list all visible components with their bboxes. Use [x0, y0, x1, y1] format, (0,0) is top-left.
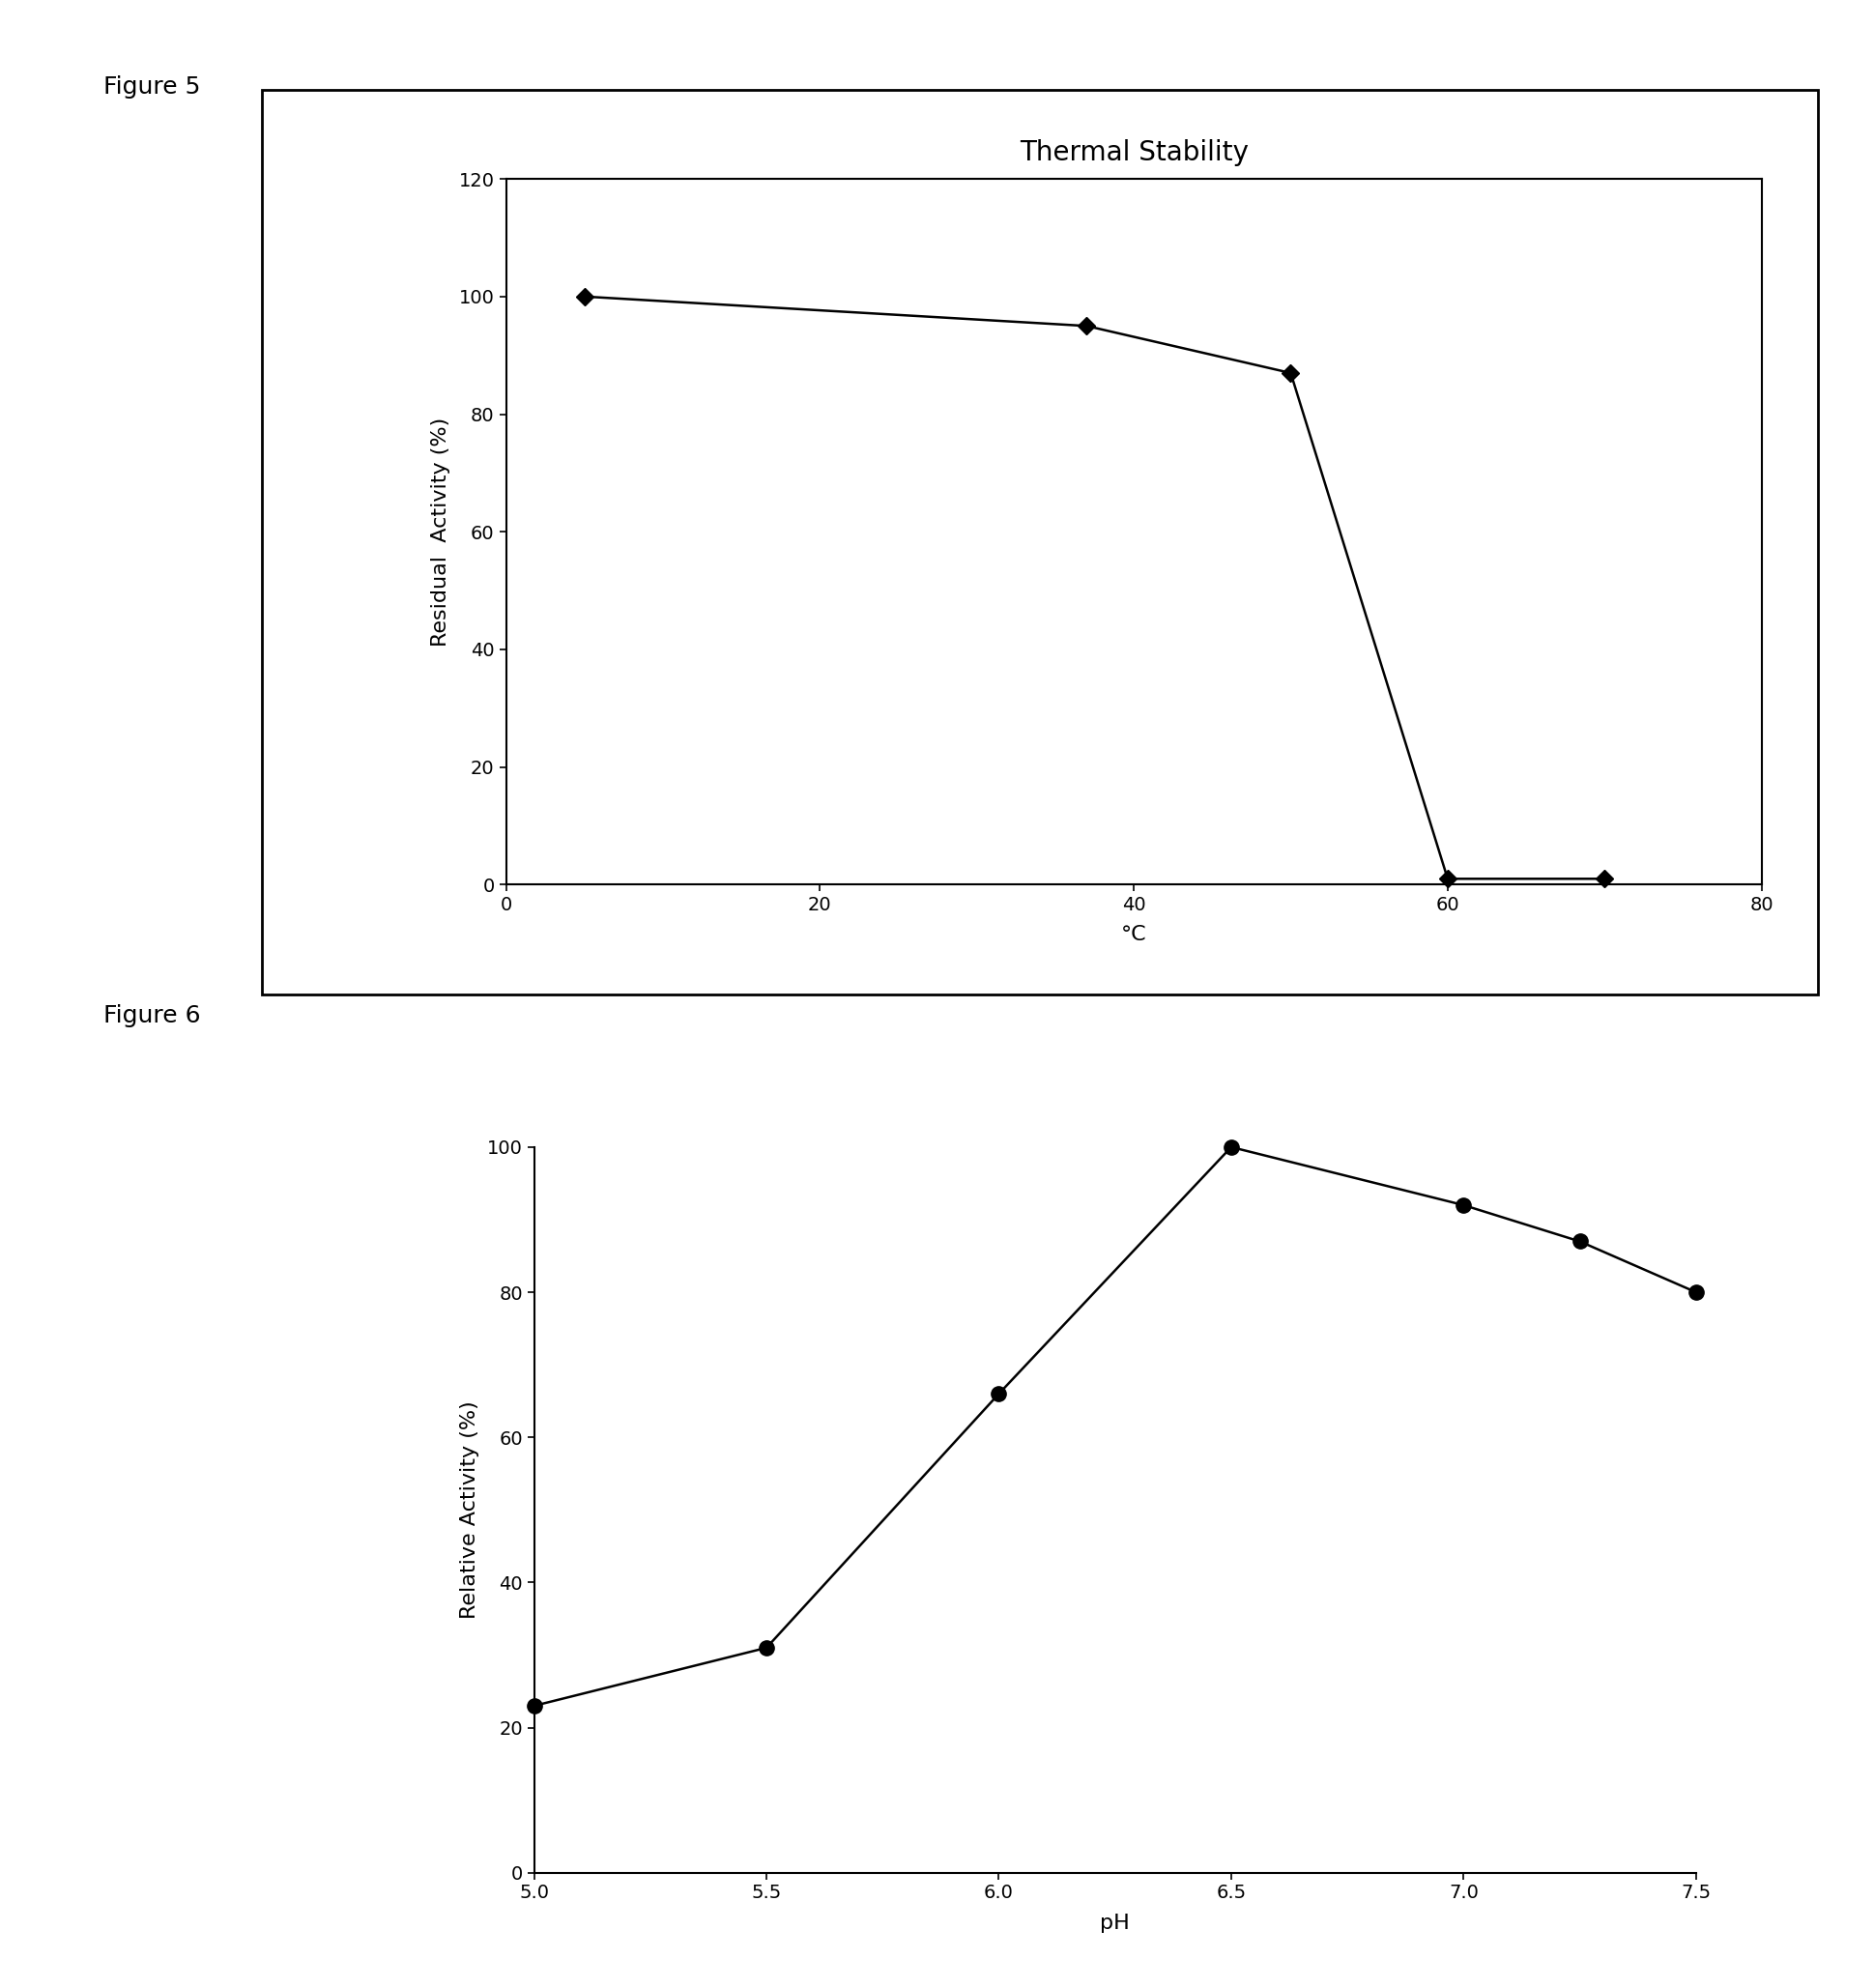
X-axis label: °C: °C — [1121, 924, 1147, 944]
Title: Thermal Stability: Thermal Stability — [1019, 139, 1248, 165]
X-axis label: pH: pH — [1100, 1912, 1130, 1932]
Text: Figure 6: Figure 6 — [103, 1004, 201, 1028]
Y-axis label: Residual  Activity (%): Residual Activity (%) — [431, 417, 452, 646]
Text: Figure 5: Figure 5 — [103, 76, 201, 99]
Y-axis label: Relative Activity (%): Relative Activity (%) — [459, 1402, 480, 1618]
